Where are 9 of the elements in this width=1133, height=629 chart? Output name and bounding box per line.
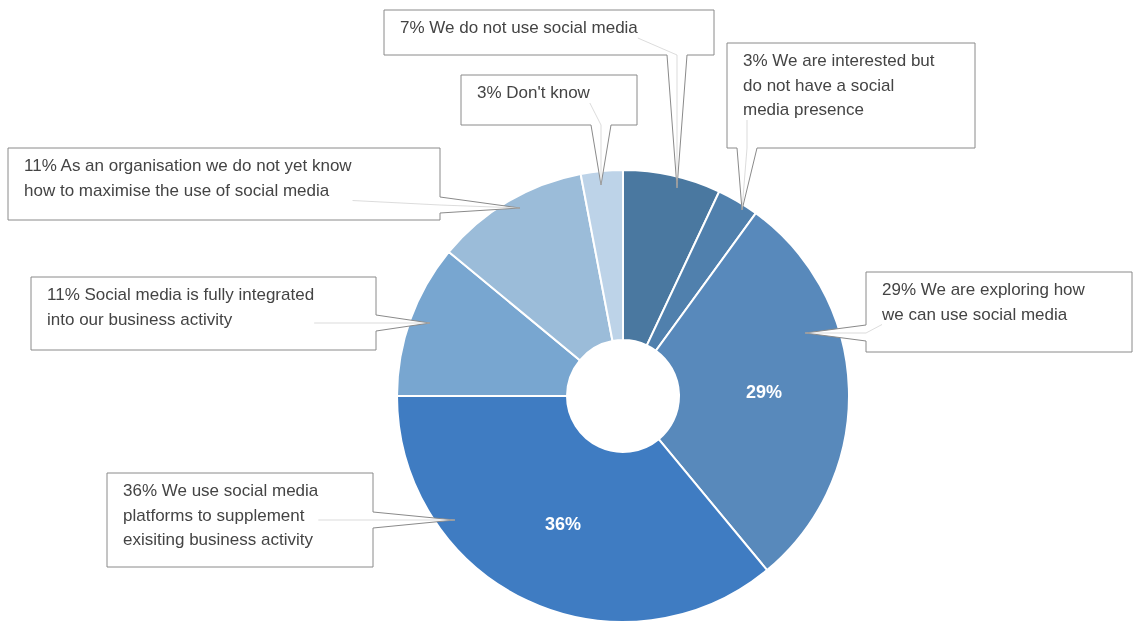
slice-label: 7% We do not use social media [400, 18, 639, 37]
data-label: 36% [544, 513, 581, 534]
slice-label: 3% We are interested but do not have a social media presence [743, 51, 935, 119]
slice-label: 3% Don't know [477, 83, 591, 102]
data-label: 29% [745, 381, 782, 402]
slice-label: 11% As an organisation we do not yet know how to maximise the use of social media [24, 156, 353, 200]
slice-label: 36% We use social media platforms to supplement exisiting business activity [123, 481, 319, 549]
slice-label: 11% Social media is fully integrated into our business activity [47, 285, 315, 329]
slice-label: 29% We are exploring how we can use social media [881, 280, 1086, 324]
